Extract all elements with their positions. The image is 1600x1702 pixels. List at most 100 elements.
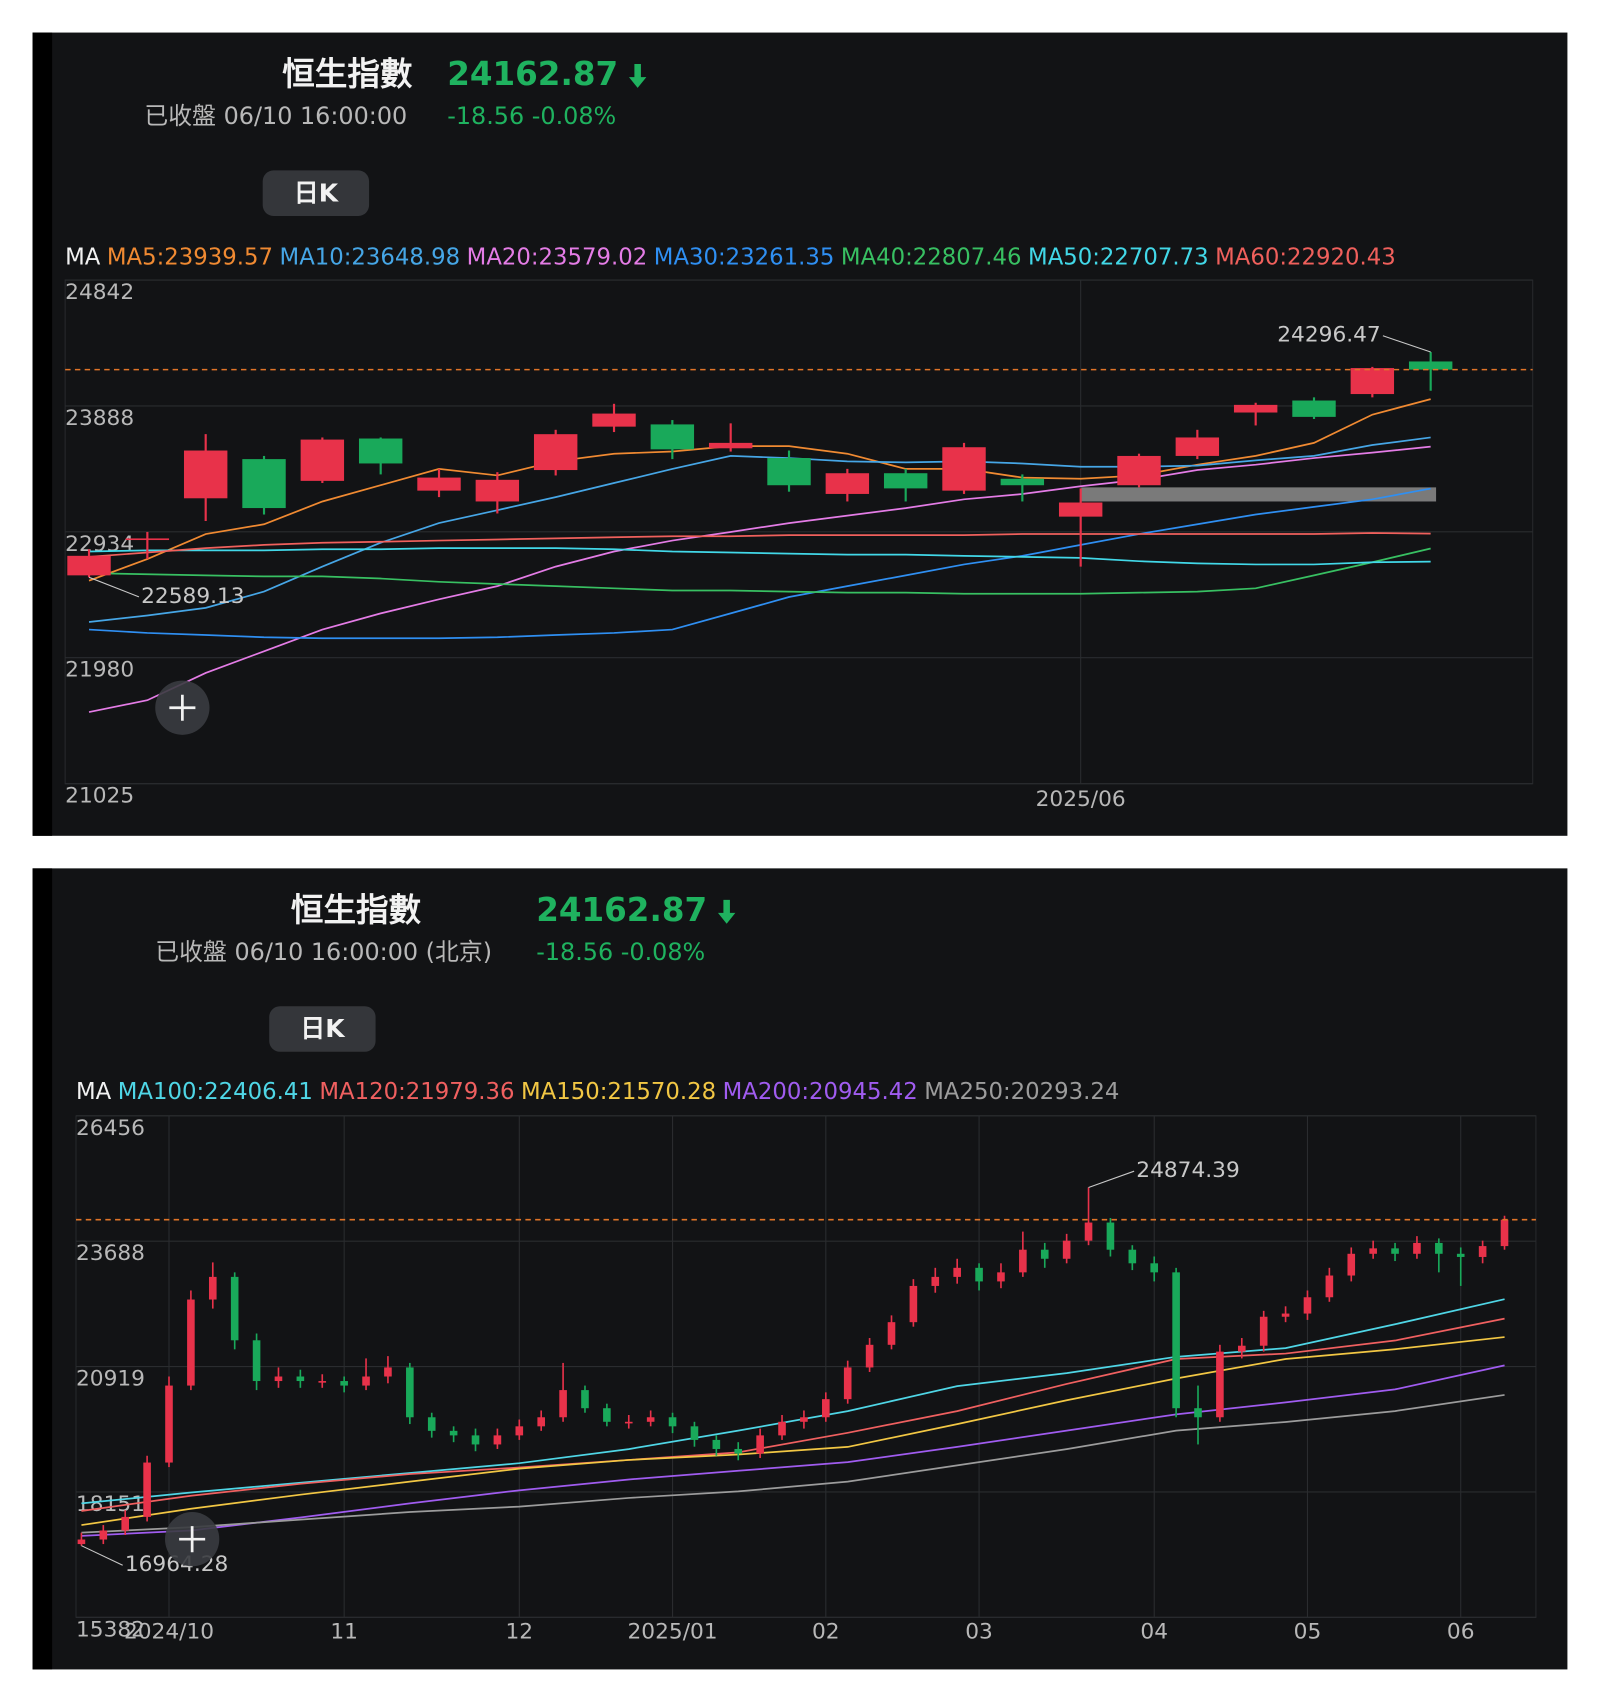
candle-body <box>1456 1253 1465 1257</box>
high-label: 24296.47 <box>1277 323 1380 348</box>
down-arrow <box>628 64 647 88</box>
candle-body <box>1435 1242 1443 1254</box>
x-tick-label: 11 <box>330 1620 358 1645</box>
candle-body <box>143 1462 151 1517</box>
ma-line <box>88 532 1431 558</box>
candle-body <box>1150 1263 1159 1273</box>
x-tick-label: 12 <box>505 1620 533 1645</box>
x-tick-label: 2024/10 <box>124 1620 214 1645</box>
legend-entry: MA60:22920.43 <box>1215 244 1396 270</box>
candle-body <box>767 458 811 486</box>
market-status: 已收盤 06/10 16:00:00 <box>144 102 407 130</box>
ma-line <box>81 1364 1505 1537</box>
candle-body <box>883 473 928 489</box>
candle-body <box>690 1426 699 1440</box>
candle-body <box>533 434 578 471</box>
candle-body <box>931 1276 940 1286</box>
legend-entry: MA50:22707.73 <box>1028 244 1209 270</box>
candle-body <box>712 1439 721 1449</box>
candle-body <box>475 479 520 502</box>
period-button <box>262 170 370 217</box>
candle-body <box>274 1376 283 1382</box>
candle-body <box>1391 1248 1399 1254</box>
candle-body <box>997 1272 1005 1282</box>
leader-line <box>81 1545 123 1566</box>
candle-body <box>887 1322 896 1345</box>
candle-body <box>1500 1219 1509 1247</box>
index-name: 恒生指數 <box>282 55 413 93</box>
candle-body <box>708 442 753 449</box>
candle-body <box>187 1299 195 1386</box>
candle-body <box>1216 1351 1224 1418</box>
ma-line <box>88 445 1431 713</box>
candle-body <box>581 1390 589 1409</box>
candle-body <box>975 1267 983 1282</box>
y-tick-label: 26456 <box>76 1116 145 1141</box>
ma-line <box>81 1298 1505 1505</box>
candle-body <box>592 413 636 427</box>
period-button <box>269 1006 376 1052</box>
legend-title: MA <box>65 244 101 270</box>
candle-body <box>165 1385 173 1463</box>
candle-body <box>1040 1249 1049 1259</box>
candle-body <box>865 1344 874 1368</box>
candle-body <box>756 1435 764 1454</box>
legend-entry: MA40:22807.46 <box>841 244 1022 270</box>
candle-body <box>300 439 345 481</box>
candle-body <box>318 1381 327 1383</box>
y-tick-label: 20919 <box>76 1367 145 1392</box>
candle-body <box>384 1367 392 1377</box>
candle-body <box>1194 1408 1202 1418</box>
y-tick-label: 22934 <box>65 532 134 557</box>
candle-body <box>1175 437 1220 456</box>
price: 24162.87 <box>536 891 707 929</box>
candle-body <box>1281 1313 1290 1317</box>
candle-body <box>1259 1316 1268 1346</box>
crosshair-icon <box>179 1526 206 1553</box>
legend-entry: MA5:23939.57 <box>107 244 273 270</box>
candle-body <box>1117 455 1161 486</box>
candle-body <box>1084 1222 1093 1241</box>
ma-line <box>89 547 1431 566</box>
price: 24162.87 <box>447 55 618 93</box>
candle-body <box>1233 404 1278 413</box>
x-tick-label: 05 <box>1294 1620 1322 1645</box>
panel-edge <box>32 32 53 836</box>
ma-line <box>88 487 1431 640</box>
crosshair-icon <box>169 694 196 721</box>
candle-body <box>800 1417 808 1422</box>
legend-entry: MA200:20945.42 <box>723 1078 918 1104</box>
candle-body <box>77 1539 86 1545</box>
y-tick-label: 23888 <box>65 406 134 431</box>
candle-body <box>1303 1297 1312 1314</box>
ma-line <box>81 1336 1505 1526</box>
panel <box>32 32 1568 836</box>
period-label[interactable]: 日K <box>300 1014 346 1043</box>
y-tick-label: 21980 <box>65 658 134 683</box>
candle-body <box>537 1417 545 1427</box>
candle-body <box>1369 1248 1377 1254</box>
legend-entry: MA250:20293.24 <box>924 1078 1119 1104</box>
ma-legend: MA MA5:23939.57 MA10:23648.98 MA20:23579.02… <box>65 244 1396 270</box>
candle-body <box>1128 1249 1137 1264</box>
candle-body <box>1019 1249 1027 1273</box>
x-tick-label: 2025/06 <box>1036 787 1126 812</box>
candle-body <box>183 450 228 499</box>
high-label: 24874.39 <box>1136 1158 1239 1183</box>
candle-body <box>1062 1240 1071 1259</box>
candle-body <box>1172 1272 1180 1409</box>
ma-line <box>88 398 1431 582</box>
legend-entry: MA10:23648.98 <box>280 244 461 270</box>
period-label[interactable]: 日K <box>294 178 340 207</box>
x-tick-label: 02 <box>812 1620 840 1645</box>
candle-body <box>67 555 111 576</box>
candle-body <box>624 1421 633 1424</box>
y-tick-label: 23688 <box>76 1241 145 1266</box>
x-tick-label: 06 <box>1447 1620 1475 1645</box>
y-tick-label: 24842 <box>65 280 134 305</box>
candle-body <box>953 1267 961 1277</box>
candle-body <box>559 1390 567 1418</box>
candle-body <box>734 1448 743 1454</box>
panel-edge <box>32 868 53 1670</box>
